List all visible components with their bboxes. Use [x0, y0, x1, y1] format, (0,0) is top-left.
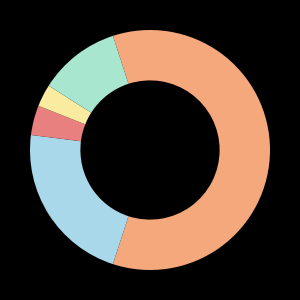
Wedge shape: [38, 86, 91, 124]
Wedge shape: [49, 36, 128, 113]
Wedge shape: [31, 106, 85, 141]
Wedge shape: [30, 135, 128, 264]
Wedge shape: [113, 30, 270, 270]
